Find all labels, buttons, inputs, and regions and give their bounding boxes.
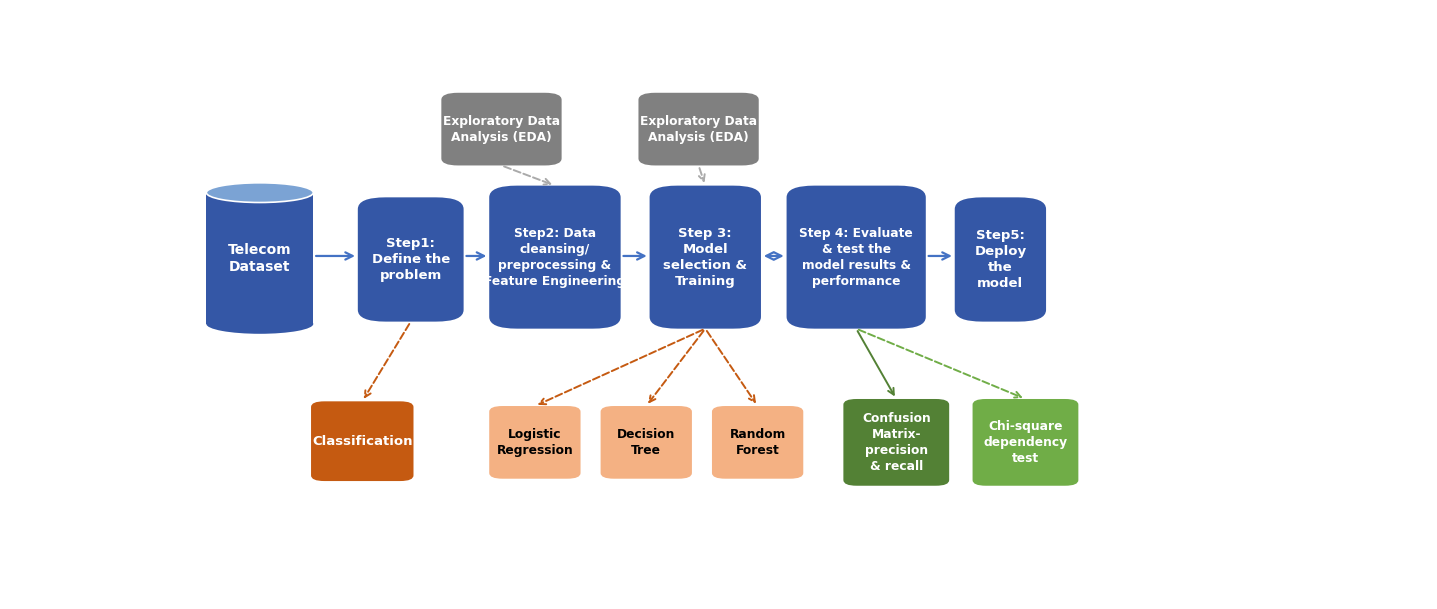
Ellipse shape — [207, 314, 313, 334]
Text: Step 4: Evaluate
& test the
model results &
performance: Step 4: Evaluate & test the model result… — [799, 227, 912, 287]
FancyBboxPatch shape — [489, 406, 581, 479]
FancyBboxPatch shape — [844, 399, 950, 486]
Ellipse shape — [207, 183, 313, 203]
FancyBboxPatch shape — [711, 406, 803, 479]
Bar — [207, 192, 313, 324]
FancyBboxPatch shape — [489, 186, 621, 329]
Text: Step5:
Deploy
the
model: Step5: Deploy the model — [974, 229, 1026, 290]
Text: Exploratory Data
Analysis (EDA): Exploratory Data Analysis (EDA) — [639, 114, 757, 144]
FancyBboxPatch shape — [638, 93, 759, 166]
Text: Confusion
Matrix-
precision
& recall: Confusion Matrix- precision & recall — [862, 412, 931, 473]
Text: Logistic
Regression: Logistic Regression — [497, 428, 573, 457]
FancyBboxPatch shape — [650, 186, 762, 329]
Text: Classification: Classification — [312, 435, 412, 448]
Text: Chi-square
dependency
test: Chi-square dependency test — [983, 420, 1068, 465]
Text: Step2: Data
cleansing/
preprocessing &
Feature Engineering: Step2: Data cleansing/ preprocessing & F… — [484, 227, 625, 287]
Text: Exploratory Data
Analysis (EDA): Exploratory Data Analysis (EDA) — [443, 114, 560, 144]
Text: Random
Forest: Random Forest — [730, 428, 786, 457]
FancyBboxPatch shape — [601, 406, 693, 479]
Text: Step1:
Define the
problem: Step1: Define the problem — [372, 237, 450, 282]
Text: Telecom
Dataset: Telecom Dataset — [228, 242, 292, 274]
FancyBboxPatch shape — [310, 401, 414, 481]
FancyBboxPatch shape — [973, 399, 1078, 486]
FancyBboxPatch shape — [954, 197, 1046, 322]
Text: Decision
Tree: Decision Tree — [616, 428, 675, 457]
FancyBboxPatch shape — [358, 197, 464, 322]
Text: Step 3:
Model
selection &
Training: Step 3: Model selection & Training — [664, 227, 747, 287]
FancyBboxPatch shape — [441, 93, 562, 166]
FancyBboxPatch shape — [786, 186, 925, 329]
